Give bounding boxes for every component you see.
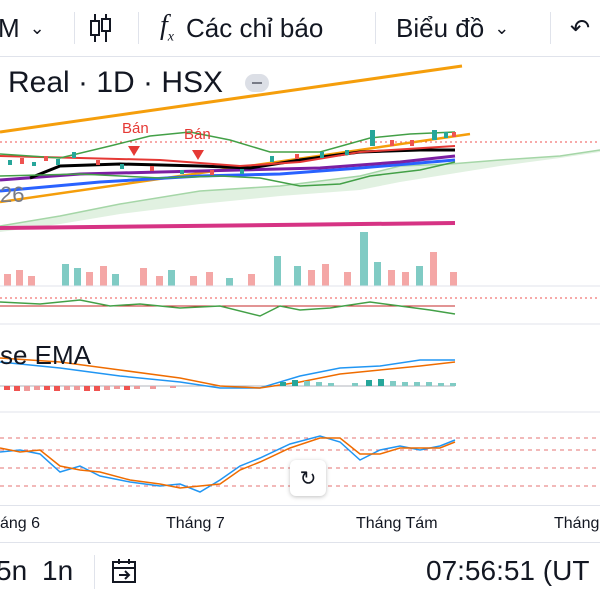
- cloud-edge: [0, 149, 600, 227]
- clock-timezone[interactable]: 07:56:51 (UT: [426, 555, 590, 586]
- time-axis-tick: Tháng Tám: [356, 515, 438, 532]
- indicators-label: Các chỉ báo: [186, 12, 324, 43]
- bollinger-lower: [0, 161, 456, 187]
- indicators-button[interactable]: fx Các chỉ báo: [160, 0, 323, 56]
- chart-type-dropdown[interactable]: Biểu đồ ⌄: [396, 0, 509, 56]
- symbol-legend[interactable]: Real · 1D · HSX: [8, 66, 270, 100]
- price-chart[interactable]: [0, 56, 600, 506]
- sell-marker: [192, 150, 204, 160]
- toolbar-divider: [138, 12, 139, 44]
- interval-selector[interactable]: M ⌄: [0, 0, 45, 56]
- trendline-upper: [0, 64, 463, 134]
- toolbar-divider: [375, 12, 376, 44]
- bollinger-upper: [0, 131, 456, 159]
- time-axis-tick: áng 6: [0, 515, 41, 532]
- chevron-down-icon: ⌄: [494, 17, 510, 38]
- collapse-legend-icon[interactable]: [245, 74, 270, 92]
- goto-date-button[interactable]: [110, 557, 138, 592]
- range-1-day-button[interactable]: 1n: [42, 555, 74, 586]
- trendline-magenta: [0, 221, 456, 230]
- calendar-goto-icon: [112, 559, 136, 583]
- toolbar-divider: [74, 12, 75, 44]
- candlestick-icon: [90, 14, 111, 42]
- stoch-k-line: [0, 435, 456, 493]
- macd-signal-orange: [0, 357, 456, 389]
- undo-button[interactable]: ↶: [570, 0, 590, 56]
- sell-signal-label: Bán: [122, 120, 149, 137]
- time-axis[interactable]: áng 6 Tháng 7 Tháng Tám Tháng: [0, 505, 600, 542]
- ma-black: [29, 148, 455, 180]
- undo-icon: ↶: [570, 14, 591, 42]
- macd-histogram: [4, 379, 456, 391]
- reset-chart-button[interactable]: ↻: [290, 460, 326, 496]
- top-toolbar: M ⌄ fx Các chỉ báo Biểu đồ ⌄ ↶: [0, 0, 600, 57]
- ichimoku-cloud: [0, 150, 600, 232]
- symbol-title: Real · 1D · HSX: [8, 66, 224, 99]
- ma-blue: [0, 158, 456, 193]
- candles: [8, 130, 456, 175]
- chart-type-label: Biểu đồ: [396, 12, 485, 43]
- time-axis-tick: Tháng 7: [166, 515, 225, 532]
- toolbar-divider: [94, 555, 95, 589]
- macd-ema-label: se EMA: [0, 340, 92, 370]
- sell-signal-label: Bán: [184, 126, 211, 143]
- volume-bars: [4, 232, 457, 286]
- stoch-d-line: [0, 437, 456, 489]
- toolbar-divider: [550, 12, 551, 44]
- ma-red: [0, 145, 456, 168]
- time-axis-tick: Tháng: [554, 515, 600, 532]
- refresh-icon: ↻: [299, 467, 317, 490]
- oscillator-line: [0, 299, 456, 317]
- sell-marker: [128, 146, 140, 156]
- fx-icon: fx: [160, 10, 174, 45]
- chevron-down-icon: ⌄: [29, 17, 45, 38]
- range-5-days-button[interactable]: 5n: [0, 555, 28, 586]
- candle-style-button[interactable]: [88, 0, 112, 56]
- bottom-toolbar: 5n 1n 07:56:51 (UT: [0, 542, 600, 601]
- indicator-value-label: 26: [0, 182, 25, 207]
- interval-label: M: [0, 12, 20, 43]
